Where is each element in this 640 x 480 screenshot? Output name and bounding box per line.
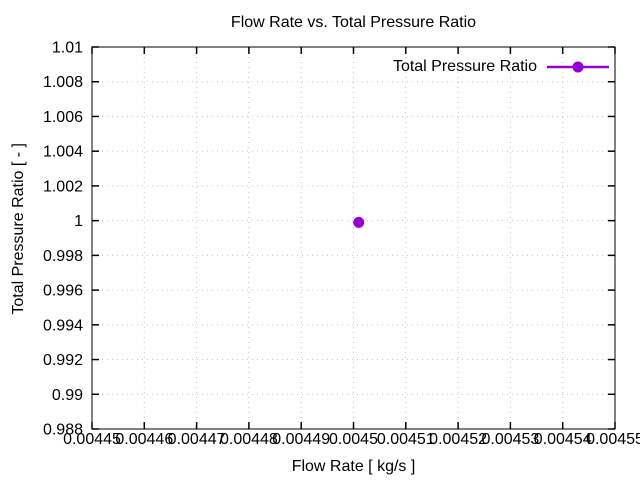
x-tick-label: 0.00449 xyxy=(272,431,330,448)
legend-marker-icon xyxy=(572,61,584,73)
x-axis-label: Flow Rate [ kg/s ] xyxy=(291,458,416,475)
chart-title: Flow Rate vs. Total Pressure Ratio xyxy=(230,14,477,31)
x-tick-label: 0.00446 xyxy=(115,431,173,448)
y-tick-label: 1.01 xyxy=(52,40,83,57)
x-tick-label: 0.00455 xyxy=(586,431,640,448)
y-tick-label: 0.988 xyxy=(43,422,83,439)
x-tick-label: 0.00451 xyxy=(377,431,435,448)
y-tick-label: 1.006 xyxy=(43,109,83,126)
x-tick-label: 0.00454 xyxy=(534,431,592,448)
y-tick-label: 0.998 xyxy=(43,248,83,265)
legend-sample xyxy=(547,61,609,73)
x-tick-label: 0.0045 xyxy=(329,431,378,448)
legend: Total Pressure Ratio xyxy=(393,58,609,76)
x-tick-label: 0.00452 xyxy=(429,431,487,448)
y-tick-label: 1.004 xyxy=(43,144,83,161)
y-tick-label: 1 xyxy=(74,213,83,230)
y-tick-label: 1.008 xyxy=(43,74,83,91)
x-tick-label: 0.00448 xyxy=(220,431,278,448)
y-tick-label: 0.994 xyxy=(43,317,83,334)
y-tick-label: 0.992 xyxy=(43,352,83,369)
x-tick-label: 0.00453 xyxy=(481,431,539,448)
data-point xyxy=(353,216,365,228)
y-tick-label: 0.996 xyxy=(43,283,83,300)
legend-label: Total Pressure Ratio xyxy=(392,58,537,75)
x-tick-label: 0.00447 xyxy=(168,431,226,448)
y-tick-label: 0.99 xyxy=(52,387,83,404)
y-tick-label: 1.002 xyxy=(43,178,83,195)
x-tick-label: 0.00445 xyxy=(63,431,121,448)
